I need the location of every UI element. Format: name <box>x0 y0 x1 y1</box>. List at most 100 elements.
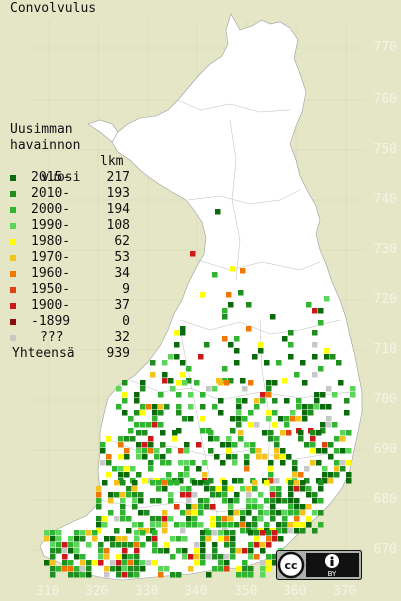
observation-cell <box>288 330 294 336</box>
observation-cell <box>218 398 224 404</box>
observation-cell <box>208 478 214 484</box>
observation-cell <box>296 404 302 410</box>
observation-cell <box>252 354 258 360</box>
observation-cell <box>128 554 134 560</box>
observation-cell <box>230 416 236 422</box>
observation-cell <box>284 422 290 428</box>
observation-cell <box>216 492 222 498</box>
observation-cell <box>232 454 238 460</box>
observation-cell <box>268 478 274 484</box>
observation-cell <box>68 542 74 548</box>
observation-cell <box>134 566 140 572</box>
observation-cell <box>246 302 252 308</box>
observation-cell <box>292 460 298 466</box>
observation-cell <box>152 404 158 410</box>
observation-cell <box>306 516 312 522</box>
observation-cell <box>182 554 188 560</box>
observation-cell <box>266 392 272 398</box>
observation-cell <box>312 528 318 534</box>
legend-row: 2015- 217 <box>10 170 130 186</box>
legend-swatch <box>10 207 16 213</box>
observation-cell <box>210 516 216 522</box>
observation-cell <box>238 430 244 436</box>
observation-cell <box>322 448 328 454</box>
observation-cell <box>276 360 282 366</box>
observation-cell <box>168 354 174 360</box>
observation-cell <box>74 530 80 536</box>
observation-cell <box>198 354 204 360</box>
observation-cell <box>138 492 144 498</box>
observation-cell <box>206 554 212 560</box>
observation-cell <box>262 454 268 460</box>
observation-cell <box>194 554 200 560</box>
observation-cell <box>192 492 198 498</box>
observation-cell <box>248 554 254 560</box>
observation-cell <box>302 416 308 422</box>
observation-cell <box>150 372 156 378</box>
observation-cell <box>248 530 254 536</box>
observation-cell <box>312 342 318 348</box>
observation-cell <box>282 516 288 522</box>
observation-cell <box>200 392 206 398</box>
observation-cell <box>224 380 230 386</box>
observation-cell <box>104 548 110 554</box>
observation-cell <box>300 510 306 516</box>
observation-cell <box>242 386 248 392</box>
observation-cell <box>110 536 116 542</box>
observation-cell <box>148 466 154 472</box>
observation-cell <box>318 366 324 372</box>
observation-cell <box>334 466 340 472</box>
observation-cell <box>140 380 146 386</box>
observation-cell <box>222 498 228 504</box>
observation-cell <box>186 492 192 498</box>
observation-cell <box>118 466 124 472</box>
observation-cell <box>196 442 202 448</box>
observation-cell <box>224 542 230 548</box>
observation-cell <box>200 530 206 536</box>
observation-cell <box>124 472 130 478</box>
observation-cell <box>172 430 178 436</box>
observation-cell <box>74 572 80 578</box>
observation-cell <box>258 516 264 522</box>
map-title: Convolvulus <box>10 1 97 16</box>
observation-cell <box>114 492 120 498</box>
observation-cell <box>176 392 182 398</box>
observation-cell <box>188 416 194 422</box>
observation-cell <box>134 422 140 428</box>
observation-cell <box>132 498 138 504</box>
observation-cell <box>170 536 176 542</box>
observation-cell <box>234 336 240 342</box>
observation-cell <box>128 566 134 572</box>
legend-swatch <box>10 271 16 277</box>
observation-cell <box>132 486 138 492</box>
observation-cell <box>136 472 142 478</box>
observation-cell <box>86 560 92 566</box>
x-tick-label: 350 <box>234 584 258 599</box>
observation-cell <box>244 466 250 472</box>
y-tick-label: 770 <box>373 40 397 55</box>
observation-cell <box>200 404 206 410</box>
observation-cell <box>184 472 190 478</box>
observation-cell <box>260 530 266 536</box>
observation-cell <box>346 472 352 478</box>
observation-cell <box>210 486 216 492</box>
legend-row: 2000- 194 <box>10 202 130 218</box>
observation-cell <box>240 268 246 274</box>
observation-cell <box>242 566 248 572</box>
observation-cell <box>266 410 272 416</box>
observation-cell <box>144 528 150 534</box>
observation-cell <box>212 548 218 554</box>
observation-cell <box>56 542 62 548</box>
observation-cell <box>68 572 74 578</box>
observation-cell <box>56 566 62 572</box>
observation-cell <box>198 510 204 516</box>
observation-cell <box>170 572 176 578</box>
observation-cell <box>238 290 244 296</box>
observation-cell <box>156 516 162 522</box>
observation-cell <box>114 528 120 534</box>
arm-region <box>87 119 119 143</box>
observation-cell <box>194 380 200 386</box>
observation-cell <box>144 510 150 516</box>
observation-cell <box>340 460 346 466</box>
observation-cell <box>288 522 294 528</box>
